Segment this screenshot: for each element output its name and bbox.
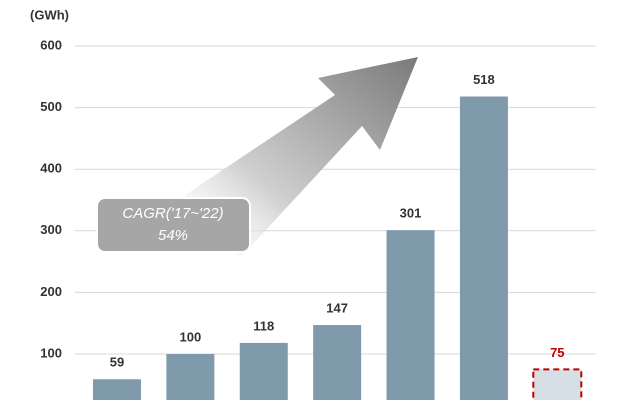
y-tick-label: 400 [40,161,62,176]
cagr-value: 54% [158,227,188,244]
value-label: 100 [180,329,202,344]
y-tick-label: 100 [40,345,62,360]
value-label: 75 [550,345,564,360]
bar [92,379,141,400]
value-label: 147 [326,300,348,315]
value-label: 518 [473,72,495,87]
value-label: 301 [400,206,422,221]
bar [313,325,362,400]
y-tick-label: 500 [40,99,62,114]
y-axis-label: (GWh) [30,7,69,22]
bar [386,230,435,400]
value-label: 59 [110,355,124,370]
bar [532,368,583,400]
y-tick-label: 300 [40,222,62,237]
bar [459,96,508,400]
value-label: 118 [253,318,274,333]
bar [239,342,288,400]
y-tick-label: 200 [40,284,62,299]
cagr-title: CAGR('17~'22) [122,205,223,222]
y-tick-label: 600 [40,37,62,52]
cagr-box [96,197,251,253]
bar [166,354,215,400]
